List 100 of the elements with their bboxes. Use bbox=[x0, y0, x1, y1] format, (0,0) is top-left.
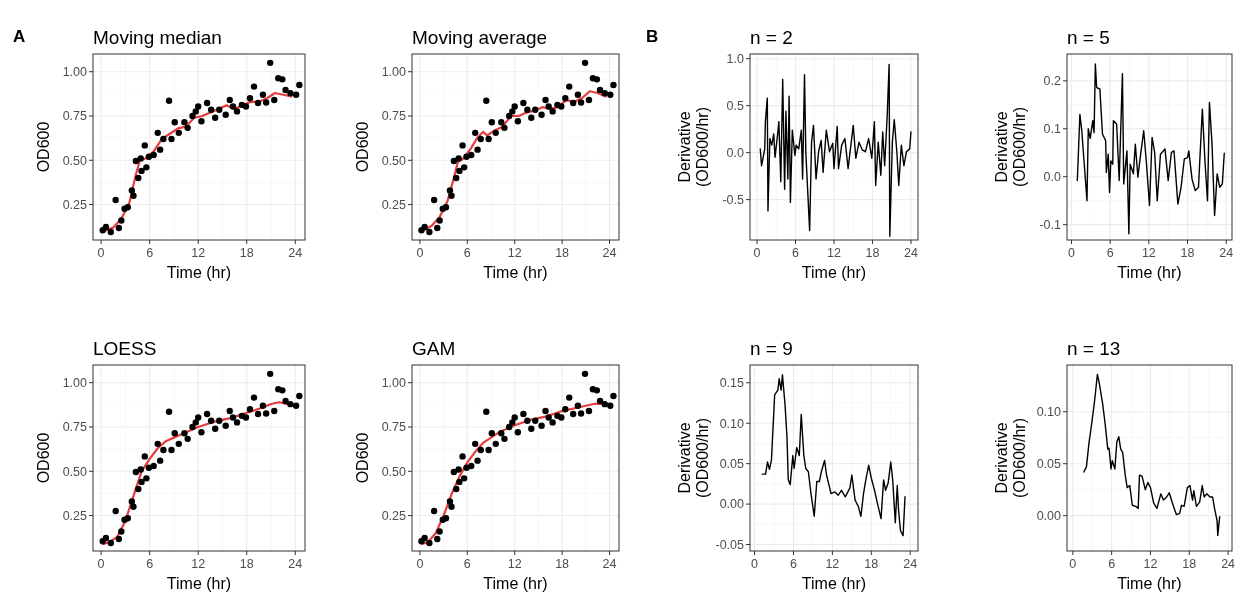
chart-title: GAM bbox=[412, 338, 456, 359]
x-axis-title: Time (hr) bbox=[483, 264, 548, 281]
x-tick-label: 24 bbox=[602, 557, 617, 571]
chart-title: n = 2 bbox=[750, 27, 793, 48]
point bbox=[585, 407, 593, 415]
point bbox=[498, 119, 505, 126]
point bbox=[287, 400, 294, 408]
point bbox=[233, 108, 241, 115]
point bbox=[511, 103, 518, 110]
point bbox=[207, 417, 215, 424]
y-tick-label: -0.5 bbox=[722, 192, 745, 207]
point bbox=[574, 402, 582, 409]
point bbox=[477, 135, 484, 143]
line-series bbox=[1076, 63, 1225, 235]
point bbox=[488, 119, 495, 126]
point bbox=[485, 135, 492, 143]
x-tick-label: 6 bbox=[1108, 557, 1116, 571]
point bbox=[472, 440, 479, 448]
point bbox=[430, 196, 438, 204]
line-series bbox=[759, 63, 912, 237]
point bbox=[150, 462, 157, 470]
point bbox=[450, 157, 458, 165]
point bbox=[175, 440, 182, 448]
point bbox=[226, 407, 233, 415]
point bbox=[514, 429, 522, 436]
x-tick-label: 0 bbox=[416, 557, 424, 571]
point bbox=[474, 146, 481, 153]
y-tick-label: 0.10 bbox=[1036, 405, 1062, 420]
point bbox=[165, 408, 173, 415]
x-tick-label: 18 bbox=[239, 557, 254, 571]
point bbox=[474, 457, 481, 464]
point bbox=[271, 407, 278, 415]
x-tick-label: 18 bbox=[865, 246, 880, 260]
point bbox=[446, 187, 454, 194]
x-tick-label: 24 bbox=[1221, 557, 1236, 571]
point bbox=[242, 103, 250, 110]
point bbox=[434, 224, 441, 232]
x-tick-label: 0 bbox=[1068, 246, 1076, 260]
point bbox=[156, 457, 164, 464]
y-axis-title: Derivative (OD600/hr) bbox=[676, 417, 711, 499]
point bbox=[442, 515, 450, 522]
point bbox=[610, 81, 617, 89]
point bbox=[115, 535, 123, 543]
point bbox=[211, 425, 219, 432]
point bbox=[128, 187, 136, 194]
y-tick-label: 0.00 bbox=[719, 497, 745, 512]
x-tick-label: 18 bbox=[555, 246, 570, 260]
point bbox=[165, 97, 173, 104]
point bbox=[528, 114, 535, 121]
point bbox=[562, 95, 569, 102]
point bbox=[468, 462, 475, 470]
x-tick-label: 0 bbox=[97, 557, 105, 571]
x-tick-label: 0 bbox=[753, 246, 761, 260]
chart-title: Moving average bbox=[412, 27, 548, 48]
x-tick-label: 0 bbox=[416, 246, 424, 260]
point bbox=[472, 129, 479, 137]
y-tick-label: 0.50 bbox=[62, 153, 88, 168]
point bbox=[226, 96, 233, 104]
point bbox=[421, 223, 428, 231]
y-tick-label: 1.00 bbox=[62, 65, 88, 80]
point bbox=[112, 507, 119, 515]
x-tick-label: 12 bbox=[191, 557, 206, 571]
x-tick-label: 24 bbox=[288, 557, 303, 571]
point bbox=[505, 112, 513, 120]
point bbox=[562, 406, 569, 413]
point bbox=[267, 59, 274, 67]
point bbox=[610, 392, 617, 400]
y-tick-label: 0.0 bbox=[726, 146, 745, 161]
point bbox=[296, 81, 303, 89]
text: A bbox=[13, 27, 26, 46]
x-tick-label: 18 bbox=[239, 246, 254, 260]
y-tick-label: 0.50 bbox=[62, 464, 88, 479]
point bbox=[436, 528, 443, 535]
x-axis-title: Time (hr) bbox=[801, 264, 867, 281]
point bbox=[107, 539, 114, 547]
point bbox=[292, 91, 300, 98]
point bbox=[292, 402, 300, 409]
y-tick-label: 0.25 bbox=[62, 508, 88, 523]
point bbox=[181, 430, 188, 437]
point bbox=[143, 164, 150, 171]
point bbox=[242, 414, 250, 421]
point bbox=[138, 478, 145, 486]
point bbox=[246, 406, 254, 413]
point bbox=[430, 507, 438, 515]
point bbox=[442, 204, 450, 211]
point bbox=[189, 423, 196, 431]
point bbox=[184, 435, 191, 443]
point bbox=[160, 135, 167, 143]
x-tick-label: 6 bbox=[463, 246, 471, 260]
point bbox=[168, 446, 175, 454]
x-axis-title: Time (hr) bbox=[1117, 264, 1182, 281]
point bbox=[596, 86, 604, 94]
point bbox=[216, 106, 223, 113]
y-tick-label: -0.05 bbox=[715, 537, 745, 552]
point bbox=[118, 528, 125, 535]
chart-title: n = 5 bbox=[1067, 27, 1110, 48]
y-tick-label: 0.1 bbox=[1043, 122, 1062, 137]
y-tick-label: 0.25 bbox=[62, 197, 88, 212]
y-tick-label: 1.00 bbox=[381, 65, 407, 80]
point bbox=[132, 468, 140, 476]
